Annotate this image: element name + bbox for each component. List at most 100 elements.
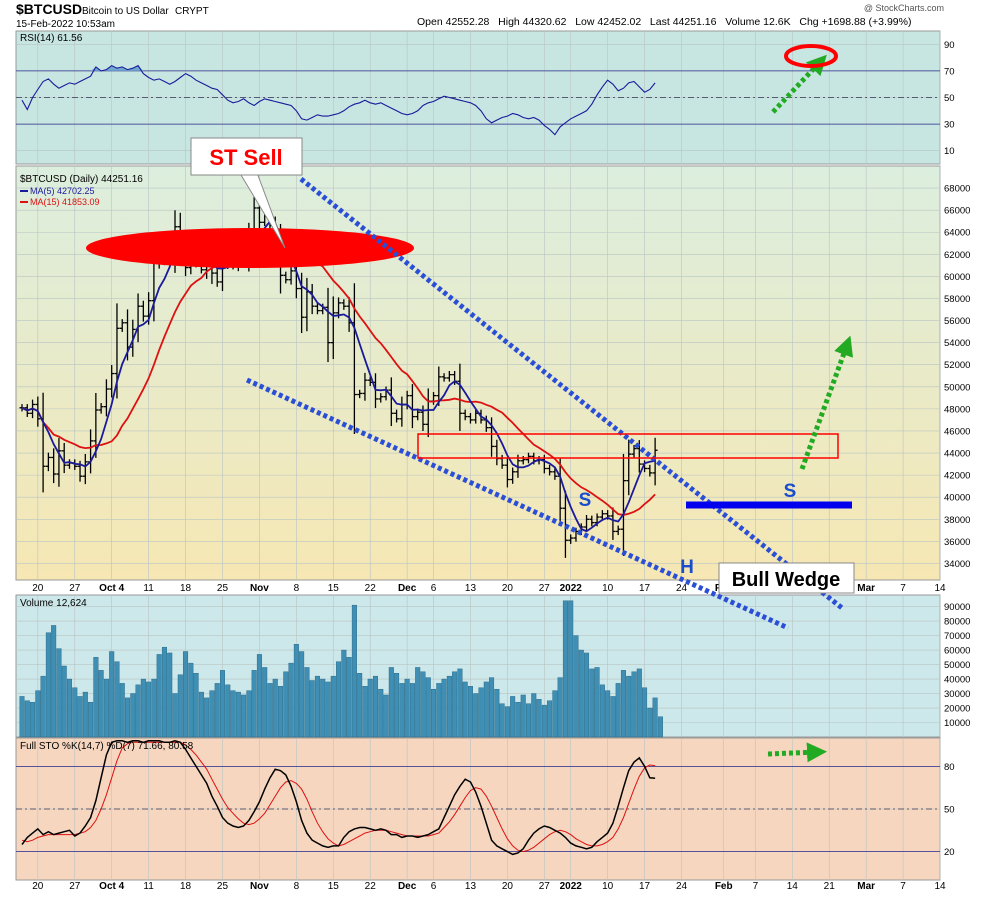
volume-bar bbox=[420, 671, 426, 738]
price-y-tick-label: 36000 bbox=[944, 537, 970, 548]
volume-bar bbox=[251, 670, 257, 738]
volume-bar bbox=[568, 600, 574, 738]
ma5-line bbox=[21, 220, 656, 533]
volume-bar bbox=[510, 696, 516, 738]
rsi-legend: RSI(14) 61.56 bbox=[20, 33, 83, 44]
volume-bar bbox=[615, 683, 621, 738]
volume-bar bbox=[642, 687, 648, 738]
rsi-levels bbox=[16, 70, 940, 125]
x-tick-label: 27 bbox=[539, 583, 551, 594]
price-bar bbox=[341, 299, 347, 310]
volume-bar bbox=[246, 690, 252, 738]
volume-bar bbox=[114, 661, 120, 738]
price-bar bbox=[98, 403, 104, 414]
volume-bar bbox=[272, 678, 278, 738]
volume-bar bbox=[235, 691, 241, 738]
volume-bar bbox=[320, 678, 326, 738]
volume-bar bbox=[288, 662, 294, 738]
x-tick-label: 20 bbox=[32, 583, 44, 594]
price-bar bbox=[620, 453, 626, 556]
volume-bar bbox=[436, 683, 442, 738]
volume-y-tick-label: 50000 bbox=[944, 660, 970, 671]
volume-bar bbox=[573, 635, 579, 738]
volume-bar bbox=[204, 697, 210, 738]
volume-bar bbox=[314, 675, 320, 738]
x-tick-label: 20 bbox=[32, 881, 44, 892]
x-tick-label: 18 bbox=[180, 583, 192, 594]
x-tick-label: 21 bbox=[824, 881, 836, 892]
volume-bar bbox=[72, 687, 78, 738]
volume-bar bbox=[388, 667, 394, 738]
volume-bar bbox=[578, 649, 584, 738]
volume-bar bbox=[657, 716, 663, 738]
x-tick-label: 14 bbox=[934, 583, 946, 594]
price-bar bbox=[510, 467, 516, 484]
volume-bar bbox=[383, 694, 389, 738]
price-bar bbox=[409, 384, 415, 429]
volume-bar bbox=[330, 675, 336, 738]
volume-bar bbox=[103, 678, 109, 738]
wedge-upper-line bbox=[299, 177, 844, 610]
x-tick-label: 27 bbox=[69, 881, 81, 892]
x-tick-label: 17 bbox=[639, 583, 651, 594]
x-tick-label: Oct 4 bbox=[99, 881, 124, 892]
price-bar bbox=[489, 417, 495, 457]
chart-instrument-name: Bitcoin to US Dollar bbox=[82, 6, 169, 17]
price-bar bbox=[362, 372, 368, 401]
volume-y-tick-label: 80000 bbox=[944, 617, 970, 628]
volume-bar bbox=[504, 706, 510, 738]
volume-bar bbox=[61, 665, 67, 738]
volume-bar bbox=[167, 652, 173, 738]
volume-bar bbox=[278, 686, 284, 738]
x-tick-label: 20 bbox=[502, 881, 514, 892]
price-bar bbox=[109, 365, 115, 398]
volume-bar bbox=[130, 693, 136, 738]
volume-bar bbox=[552, 690, 558, 738]
volume-bar bbox=[499, 703, 505, 738]
x-tick-label: 8 bbox=[294, 881, 300, 892]
rsi-line bbox=[21, 64, 656, 136]
volume-bar bbox=[151, 678, 157, 738]
price-bar bbox=[562, 490, 568, 558]
x-tick-label: Dec bbox=[398, 583, 417, 594]
volume-bar bbox=[431, 688, 437, 738]
breakout-arrow bbox=[799, 335, 853, 470]
x-tick-label: Feb bbox=[715, 881, 733, 892]
price-bar bbox=[82, 453, 88, 485]
price-bar bbox=[626, 439, 632, 496]
price-bar bbox=[589, 515, 595, 527]
volume-bar bbox=[467, 686, 473, 738]
volume-bar bbox=[452, 671, 458, 738]
volume-bar bbox=[346, 657, 352, 738]
x-tick-label: 14 bbox=[787, 881, 799, 892]
volume-bar bbox=[457, 668, 463, 738]
volume-bar bbox=[172, 693, 178, 738]
volume-y-tick-label: 90000 bbox=[944, 602, 970, 613]
volume-bar bbox=[605, 690, 611, 738]
price-bar bbox=[457, 363, 463, 431]
volume-bar bbox=[409, 683, 415, 738]
volume-bar bbox=[30, 702, 36, 738]
volume-bar bbox=[584, 652, 590, 738]
price-bar bbox=[119, 319, 125, 332]
volume-bar bbox=[51, 625, 57, 738]
price-bar bbox=[330, 296, 336, 360]
x-tick-label: 7 bbox=[753, 881, 759, 892]
volume-bar bbox=[515, 702, 521, 738]
volume-bar bbox=[66, 678, 72, 738]
chart-datetime: 15-Feb-2022 10:53am bbox=[16, 19, 115, 30]
ma5-legend: MA(5) 42702.25 bbox=[30, 186, 95, 196]
volume-y-tick-label: 20000 bbox=[944, 704, 970, 715]
volume-bar bbox=[19, 696, 25, 738]
bull-wedge-label: Bull Wedge bbox=[732, 569, 841, 591]
rsi-y-tick-label: 10 bbox=[944, 146, 955, 157]
rsi-y-tick-label: 30 bbox=[944, 120, 955, 131]
price-bar bbox=[103, 379, 109, 417]
volume-bar bbox=[478, 687, 484, 738]
volume-y-tick-label: 40000 bbox=[944, 675, 970, 686]
volume-bar bbox=[589, 668, 595, 738]
volume-bar bbox=[40, 675, 46, 738]
price-bar bbox=[584, 515, 590, 532]
volume-bar bbox=[214, 683, 220, 738]
price-y-tick-label: 48000 bbox=[944, 404, 970, 415]
